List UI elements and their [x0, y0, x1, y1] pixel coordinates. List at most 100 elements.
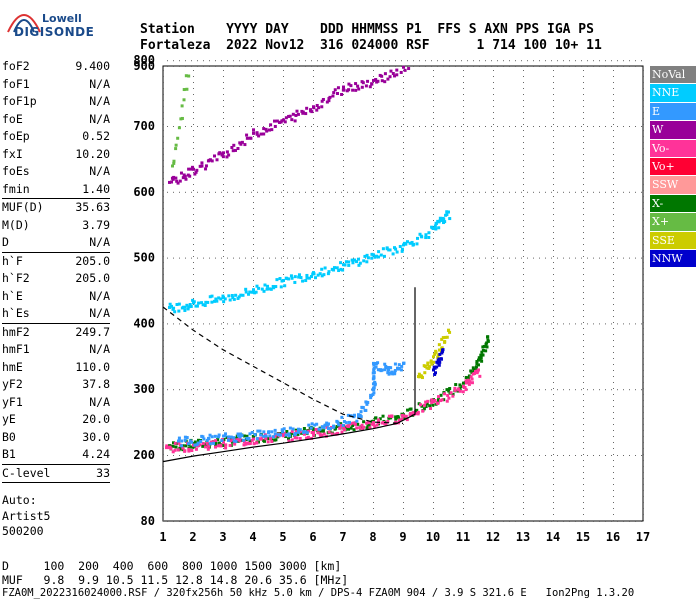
x-tick-label: 14 — [546, 530, 560, 544]
grid-dot — [523, 376, 524, 377]
grid-dot — [223, 352, 224, 353]
data-point — [174, 176, 178, 180]
grid-dot — [473, 323, 474, 325]
grid-dot — [643, 364, 644, 365]
grid-dot — [313, 478, 314, 479]
grid-dot — [493, 394, 494, 395]
grid-dot — [613, 502, 614, 503]
data-point — [364, 400, 368, 404]
grid-dot — [503, 66, 504, 67]
data-point — [221, 294, 225, 298]
grid-dot — [467, 521, 468, 522]
data-point — [232, 297, 236, 301]
grid-dot — [373, 124, 374, 125]
grid-dot — [569, 126, 570, 127]
grid-dot — [593, 323, 594, 325]
grid-dot — [163, 316, 164, 317]
grid-dot — [605, 323, 606, 325]
data-point — [298, 430, 302, 434]
grid-dot — [193, 472, 194, 473]
grid-dot — [401, 323, 402, 325]
grid-dot — [643, 394, 644, 395]
grid-dot — [343, 460, 344, 461]
grid-dot — [163, 112, 164, 113]
grid-dot — [583, 454, 584, 455]
data-point — [304, 279, 308, 283]
grid-dot — [283, 328, 284, 329]
data-point — [332, 91, 336, 95]
grid-dot — [557, 323, 558, 325]
grid-dot — [581, 521, 582, 522]
grid-dot — [553, 136, 554, 137]
grid-dot — [403, 232, 404, 233]
grid-dot — [523, 172, 524, 173]
grid-dot — [463, 232, 464, 233]
grid-dot — [251, 191, 252, 193]
grid-dot — [395, 257, 396, 259]
grid-dot — [253, 298, 254, 299]
grid-dot — [343, 376, 344, 377]
grid-dot — [553, 316, 554, 317]
grid-dot — [599, 455, 600, 456]
grid-dot — [583, 334, 584, 335]
grid-dot — [283, 154, 284, 155]
data-point — [259, 433, 263, 437]
data-point — [287, 434, 291, 438]
data-point — [404, 414, 408, 418]
auto-scaling-line1: Auto: — [2, 493, 37, 507]
data-point — [193, 440, 197, 444]
grid-dot — [527, 521, 528, 522]
grid-dot — [313, 190, 314, 191]
grid-dot — [491, 257, 492, 259]
grid-dot — [253, 154, 254, 155]
grid-dot — [193, 100, 194, 101]
grid-dot — [371, 126, 372, 127]
data-point — [210, 159, 214, 163]
grid-dot — [403, 358, 404, 359]
grid-dot — [629, 126, 630, 127]
data-point — [270, 128, 274, 132]
data-point — [402, 361, 405, 365]
data-point — [189, 445, 193, 449]
grid-dot — [583, 274, 584, 275]
param-value: 37.8 — [82, 377, 110, 391]
data-point — [385, 366, 389, 370]
grid-dot — [193, 208, 194, 209]
grid-dot — [253, 304, 254, 305]
grid-dot — [433, 376, 434, 377]
data-point — [213, 434, 217, 438]
grid-dot — [463, 442, 464, 443]
grid-dot — [643, 154, 644, 155]
data-point — [408, 241, 412, 245]
grid-dot — [433, 274, 434, 275]
grid-dot — [163, 178, 164, 179]
grid-dot — [223, 454, 224, 455]
data-point — [272, 286, 276, 290]
data-point — [216, 444, 220, 448]
auto-scaling-line2: Artist5 — [2, 508, 51, 523]
grid-dot — [253, 406, 254, 407]
data-point — [428, 406, 432, 410]
data-point — [244, 290, 248, 294]
data-point — [439, 393, 443, 397]
grid-dot — [223, 508, 224, 509]
grid-dot — [493, 304, 494, 305]
grid-dot — [389, 257, 390, 259]
grid-dot — [493, 316, 494, 317]
data-point — [196, 441, 200, 445]
grid-dot — [239, 60, 240, 62]
data-point — [204, 445, 208, 449]
grid-dot — [383, 257, 384, 259]
grid-dot — [163, 424, 164, 425]
data-point — [273, 428, 277, 432]
data-point — [327, 430, 331, 434]
grid-dot — [163, 454, 164, 455]
data-point — [480, 359, 484, 363]
grid-dot — [287, 389, 288, 391]
grid-dot — [343, 406, 344, 407]
grid-dot — [403, 400, 404, 401]
grid-dot — [485, 257, 486, 259]
grid-dot — [643, 340, 644, 341]
x-tick-label: 11 — [456, 530, 470, 544]
grid-dot — [553, 208, 554, 209]
